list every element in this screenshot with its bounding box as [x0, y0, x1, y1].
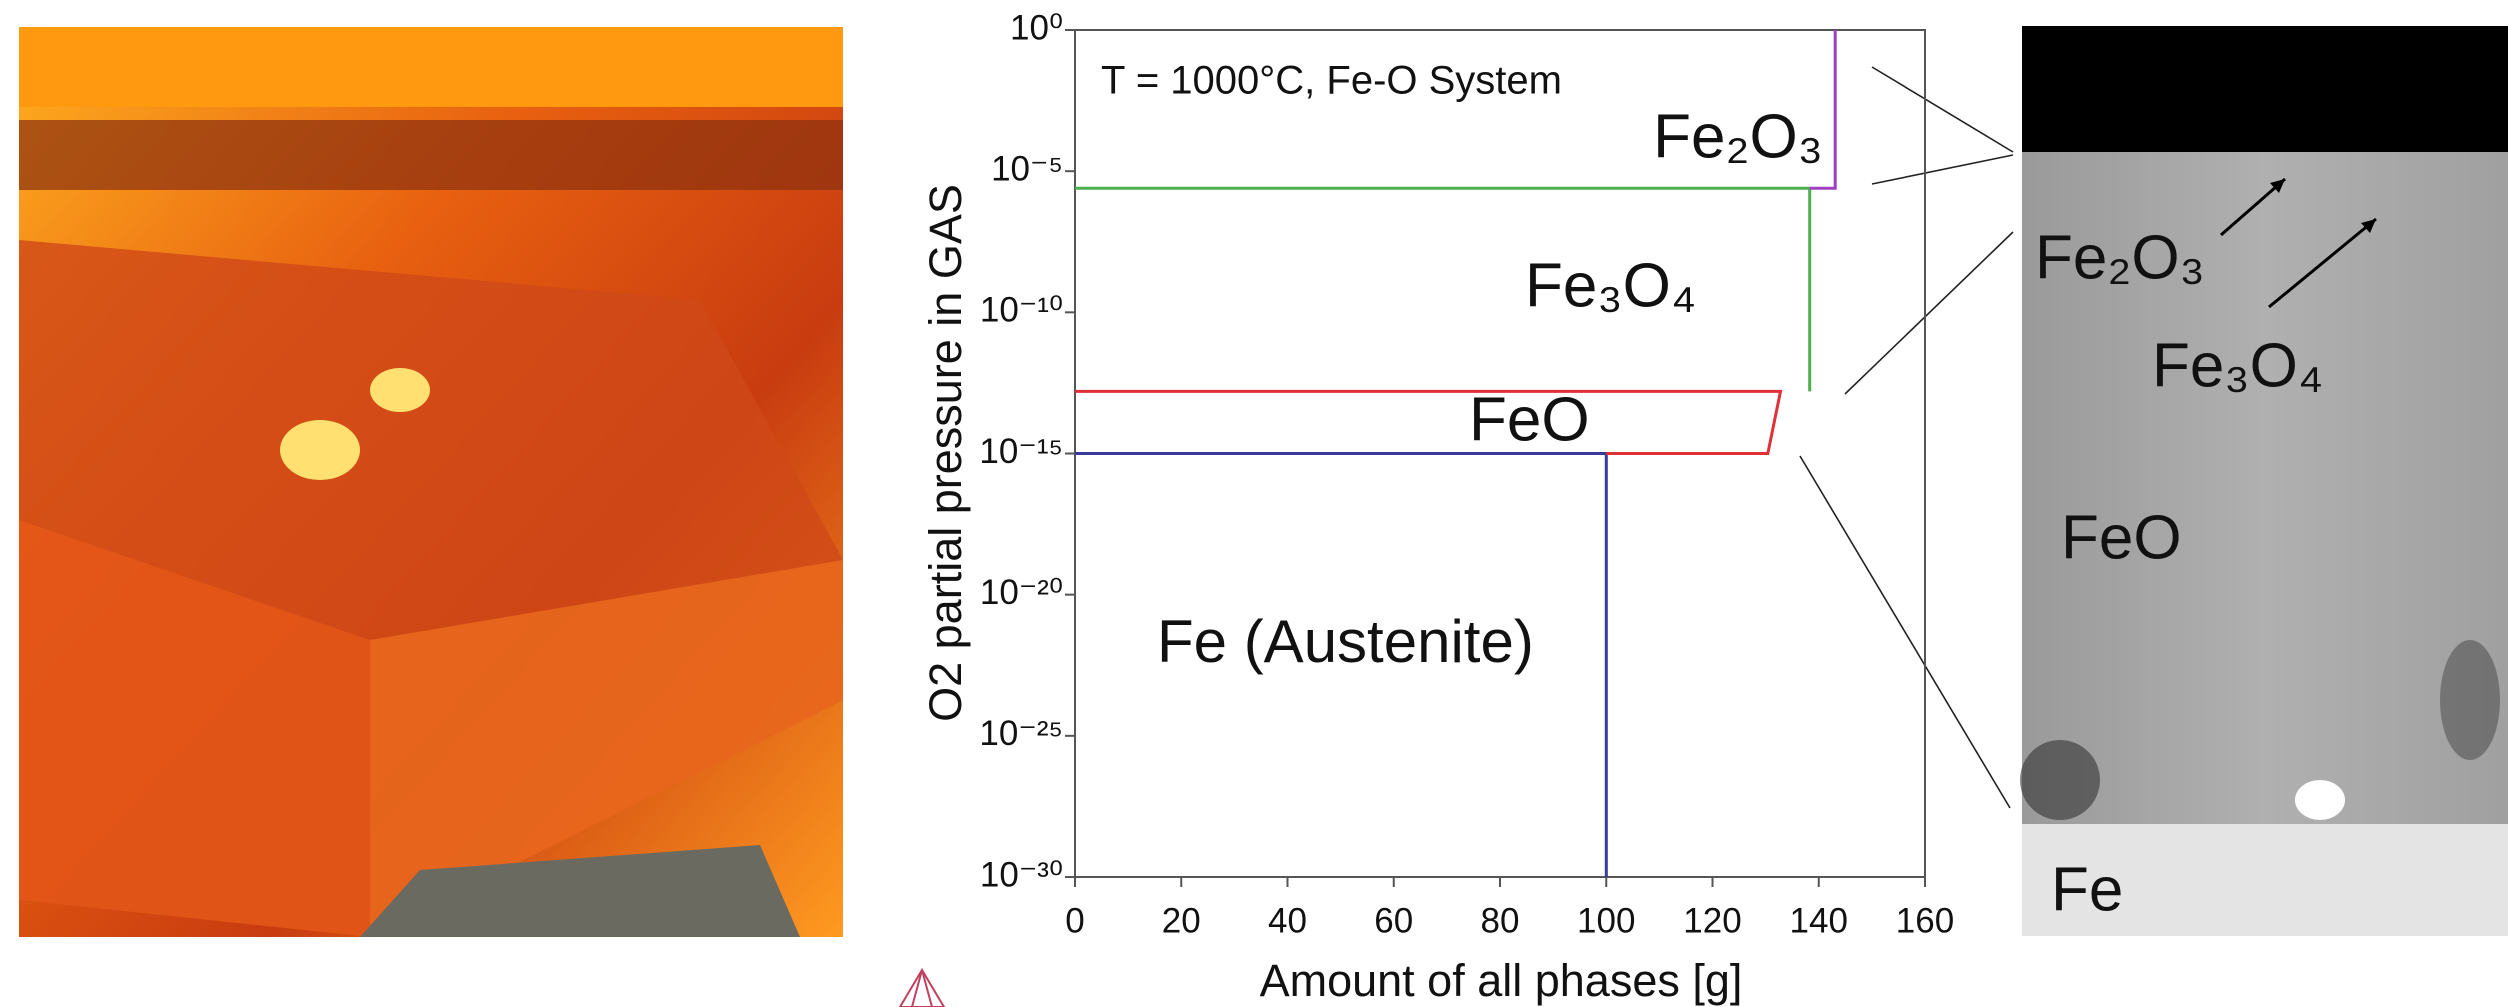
y-tick-label: 10⁻²⁵ — [979, 714, 1063, 753]
annotation: Fe₂O₃ — [1653, 102, 1823, 171]
x-tick-label: 80 — [1481, 901, 1520, 940]
x-tick-label: 0 — [1065, 901, 1084, 940]
x-tick-label: 160 — [1896, 901, 1954, 940]
x-tick-label: 40 — [1268, 901, 1307, 940]
micrograph-label: FeO — [2061, 503, 2182, 572]
micrograph-label: Fe₂O₃ — [2035, 223, 2205, 292]
y-tick-label: 10⁻⁵ — [991, 149, 1063, 188]
phase-boundary — [1075, 188, 1810, 391]
steel-photo — [19, 27, 843, 937]
micrograph-label: Fe — [2051, 855, 2123, 924]
x-tick-label: 140 — [1790, 901, 1848, 940]
connectors — [1800, 67, 2013, 808]
page: Amount of all phases [g] O2 partial pres… — [0, 0, 2508, 1007]
micrograph-label: Fe₃O₄ — [2152, 331, 2323, 400]
x-tick-label: 120 — [1683, 901, 1741, 940]
annotation: Fe (Austenite) — [1157, 608, 1534, 675]
x-tick-label: 100 — [1577, 901, 1635, 940]
y-tick-label: 10⁻¹⁰ — [980, 291, 1063, 330]
micrograph — [2020, 26, 2508, 936]
x-axis-label: Amount of all phases [g] — [1260, 955, 1743, 1006]
y-tick-label: 10⁰ — [1010, 8, 1063, 47]
phase-boundary — [1075, 391, 1781, 453]
y-tick-label: 10⁻³⁰ — [980, 855, 1063, 894]
y-tick-label: 10⁻²⁰ — [980, 573, 1063, 612]
x-tick-label: 60 — [1374, 901, 1413, 940]
annotation: Fe₃O₄ — [1525, 251, 1696, 320]
y-axis-label: O2 partial pressure in GAS — [920, 184, 971, 722]
x-tick-label: 20 — [1162, 901, 1201, 940]
annotation: T = 1000°C, Fe-O System — [1101, 59, 1562, 103]
logo — [900, 970, 944, 1007]
annotation: FeO — [1469, 385, 1590, 454]
y-tick-label: 10⁻¹⁵ — [979, 432, 1063, 471]
